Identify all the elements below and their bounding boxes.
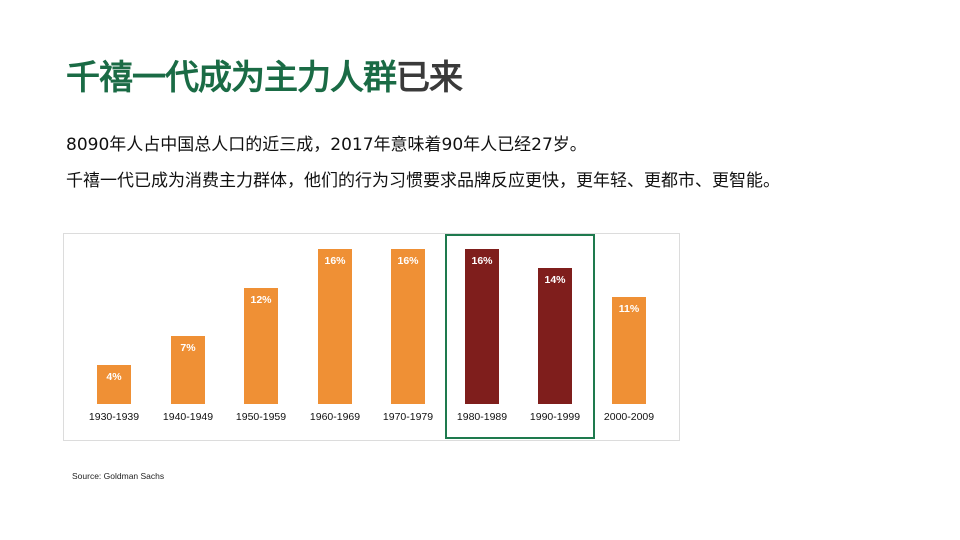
bar-1930-1939: 4%: [97, 365, 131, 404]
body-line-1: 8090年人占中国总人口的近三成，2017年意味着90年人已经27岁。: [66, 135, 587, 155]
bar-value-label: 11%: [618, 303, 640, 315]
bar-1950-1959: 12%: [244, 288, 278, 404]
category-label: 1990-1999: [529, 411, 581, 423]
source-note: Source: Goldman Sachs: [72, 471, 165, 481]
title-highlight: 千禧一代成为主力人群: [66, 58, 397, 98]
millennial-highlight-box: [445, 234, 595, 439]
bar-2000-2009: 11%: [612, 297, 646, 404]
chart-panel: [63, 233, 680, 441]
category-label: 1960-1969: [309, 411, 361, 423]
bar-value-label: 14%: [544, 274, 566, 286]
category-label: 1940-1949: [162, 411, 214, 423]
category-label: 2000-2009: [603, 411, 655, 423]
bar-value-label: 16%: [324, 255, 346, 267]
category-label: 1950-1959: [235, 411, 287, 423]
bar-value-label: 16%: [471, 255, 493, 267]
slide-title: 千禧一代成为主力人群已来: [66, 56, 463, 100]
bar-value-label: 12%: [250, 294, 272, 306]
bar-1940-1949: 7%: [171, 336, 205, 404]
bar-1960-1969: 16%: [318, 249, 352, 404]
bar-value-label: 4%: [106, 371, 122, 383]
bar-value-label: 7%: [180, 342, 196, 354]
body-line-2: 千禧一代已成为消费主力群体，他们的行为习惯要求品牌反应更快，更年轻、更都市、更智…: [66, 171, 780, 191]
title-rest: 已来: [396, 58, 463, 98]
bar-1990-1999: 14%: [538, 268, 572, 404]
category-label: 1970-1979: [382, 411, 434, 423]
bar-1980-1989: 16%: [465, 249, 499, 404]
category-label: 1980-1989: [456, 411, 508, 423]
bar-1970-1979: 16%: [391, 249, 425, 404]
bar-value-label: 16%: [397, 255, 419, 267]
category-label: 1930-1939: [88, 411, 140, 423]
